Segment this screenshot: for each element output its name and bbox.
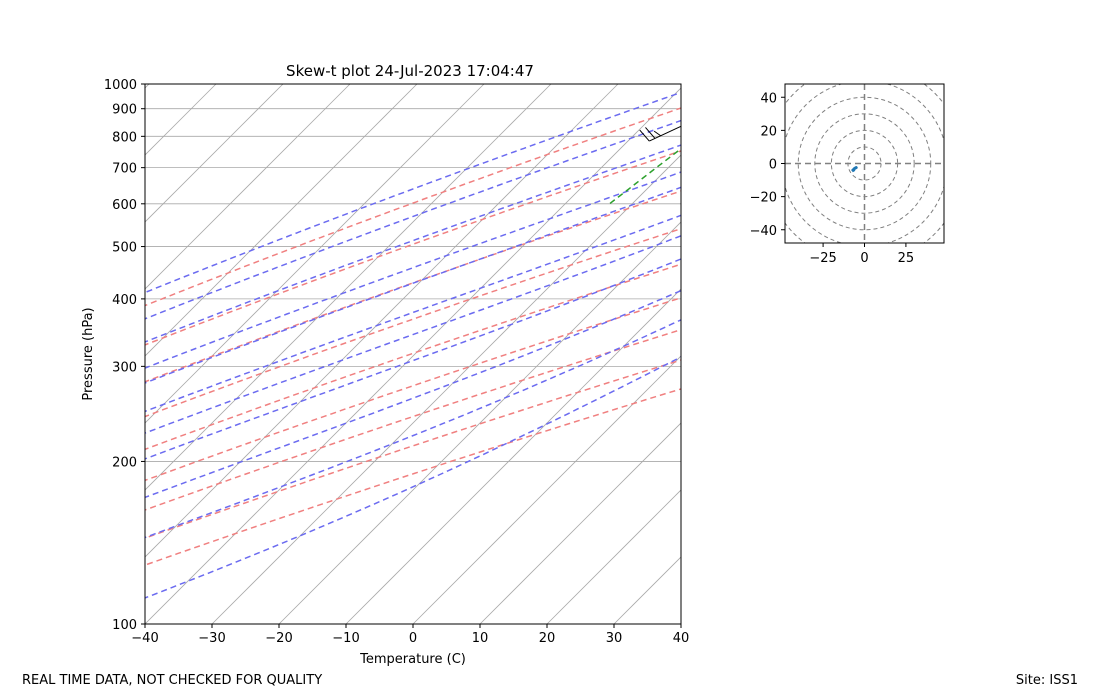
quality-disclaimer: REAL TIME DATA, NOT CHECKED FOR QUALITY bbox=[22, 673, 323, 688]
x-tick-label: −40 bbox=[131, 631, 158, 646]
skewt-plot: Skew-t plot 24-Jul-2023 17:04:47 −40 −30−… bbox=[0, 62, 1100, 667]
isotherm-line bbox=[145, 87, 681, 624]
mixing-ratio-line bbox=[1039, 84, 1100, 204]
hodograph-x-tick-label: 0 bbox=[860, 251, 868, 266]
hodograph-x-tick-label: 25 bbox=[898, 251, 915, 266]
x-tick-label: 10 bbox=[472, 631, 489, 646]
isotherm-line bbox=[546, 489, 681, 624]
moist-adiabat bbox=[145, 119, 681, 320]
isotherm-line bbox=[145, 84, 351, 290]
hodograph-ticks: −25 0 25 40 20 0 −20 −40 bbox=[750, 91, 915, 266]
moist-adiabat bbox=[145, 234, 681, 434]
wind-barb-feather bbox=[639, 129, 650, 142]
x-tick-label: 20 bbox=[539, 631, 556, 646]
x-tick-label: 40 bbox=[673, 631, 690, 646]
y-tick-label: 1000 bbox=[104, 78, 137, 93]
skewt-x-label: Temperature (C) bbox=[359, 652, 466, 667]
wind-barb-feather bbox=[645, 127, 656, 139]
skewt-ticks: −40 −30 −20 −10 0 10 20 30 40 1000 900 800 700 600 500… bbox=[104, 78, 689, 646]
dry-adiabat bbox=[145, 297, 681, 482]
isotherm-line bbox=[479, 422, 681, 624]
isotherm-line bbox=[345, 288, 681, 624]
mixing-ratio-line bbox=[679, 201, 681, 205]
hodograph-range-ring bbox=[785, 84, 944, 243]
dry-adiabat bbox=[145, 107, 681, 307]
hodograph-grid bbox=[785, 84, 944, 243]
y-tick-label: 700 bbox=[112, 162, 137, 177]
x-tick-label: 30 bbox=[606, 631, 623, 646]
mixing-ratio-line bbox=[609, 147, 681, 205]
mixing-ratio-line bbox=[882, 84, 1053, 204]
x-tick-label: −10 bbox=[332, 631, 359, 646]
skewt-y-label: Pressure (hPa) bbox=[81, 307, 96, 400]
isotherm-line bbox=[145, 84, 418, 357]
isotherm-line bbox=[278, 221, 681, 624]
skewt-title: Skew-t plot 24-Jul-2023 17:04:47 bbox=[286, 62, 534, 80]
y-tick-label: 300 bbox=[112, 360, 137, 375]
y-tick-label: 400 bbox=[112, 293, 137, 308]
y-tick-label: 900 bbox=[112, 103, 137, 118]
mixing-ratio-line bbox=[945, 84, 1100, 204]
hodograph-plot: −25 0 25 40 20 0 −20 −40 bbox=[750, 83, 945, 266]
moist-adiabat bbox=[145, 186, 681, 384]
mixing-ratio-line bbox=[914, 84, 1087, 204]
dry-adiabat bbox=[145, 150, 681, 346]
moist-adiabat bbox=[145, 289, 681, 499]
wind-barb-feather bbox=[653, 130, 661, 137]
isotherm-line bbox=[0, 84, 82, 624]
moist-adiabat bbox=[145, 171, 681, 369]
x-tick-label: 0 bbox=[409, 631, 417, 646]
dry-adiabat bbox=[145, 263, 681, 451]
y-tick-label: 500 bbox=[112, 241, 137, 256]
skewt-data bbox=[1000, 125, 1097, 129]
temperature-profile bbox=[1088, 126, 1097, 129]
isotherm-line bbox=[145, 84, 284, 223]
moist-adiabat bbox=[145, 214, 681, 413]
dewpoint-profile bbox=[1000, 125, 1042, 127]
wind-barb-staff bbox=[649, 125, 682, 142]
y-tick-label: 100 bbox=[112, 618, 137, 633]
isotherm-line bbox=[613, 556, 681, 624]
hodograph-data bbox=[851, 166, 858, 173]
isotherm-line bbox=[412, 355, 681, 624]
dry-adiabat bbox=[145, 388, 681, 566]
hodograph-y-tick-label: −20 bbox=[750, 191, 777, 206]
mixing-ratio-line bbox=[977, 84, 1100, 204]
y-tick-label: 200 bbox=[112, 455, 137, 470]
x-tick-label: −30 bbox=[198, 631, 225, 646]
dry-adiabat bbox=[145, 328, 681, 511]
hodograph-y-tick-label: 40 bbox=[760, 91, 777, 106]
hodograph-range-ring bbox=[814, 113, 915, 214]
y-tick-label: 600 bbox=[112, 198, 137, 213]
skewt-background-lines bbox=[0, 84, 1100, 624]
isotherm-line bbox=[145, 84, 485, 424]
mixing-ratio-line bbox=[844, 84, 1013, 204]
dry-adiabat bbox=[145, 190, 681, 383]
hodograph-trace bbox=[851, 166, 858, 173]
isotherm-line bbox=[0, 84, 15, 624]
moist-adiabat bbox=[145, 91, 681, 294]
x-tick-label: −20 bbox=[265, 631, 292, 646]
skewt-axes-frame bbox=[144, 83, 682, 625]
hodograph-y-tick-label: 20 bbox=[760, 124, 777, 139]
isotherm-line bbox=[145, 84, 552, 491]
dry-adiabat bbox=[145, 359, 681, 539]
moist-adiabat bbox=[145, 319, 681, 539]
hodograph-y-tick-label: 0 bbox=[769, 158, 777, 173]
isotherm-line bbox=[211, 154, 681, 624]
hodograph-x-tick-label: −25 bbox=[809, 251, 836, 266]
moist-adiabat bbox=[145, 356, 681, 599]
mixing-ratio-line bbox=[1008, 84, 1100, 204]
isotherm-line bbox=[145, 84, 217, 156]
site-label: Site: ISS1 bbox=[1015, 673, 1078, 688]
dry-adiabat bbox=[145, 227, 681, 418]
hodograph-y-tick-label: −40 bbox=[750, 224, 777, 239]
isotherm-line bbox=[680, 623, 681, 624]
wind-barb bbox=[639, 125, 682, 142]
isotherm-line bbox=[145, 84, 619, 558]
y-tick-label: 800 bbox=[112, 130, 137, 145]
